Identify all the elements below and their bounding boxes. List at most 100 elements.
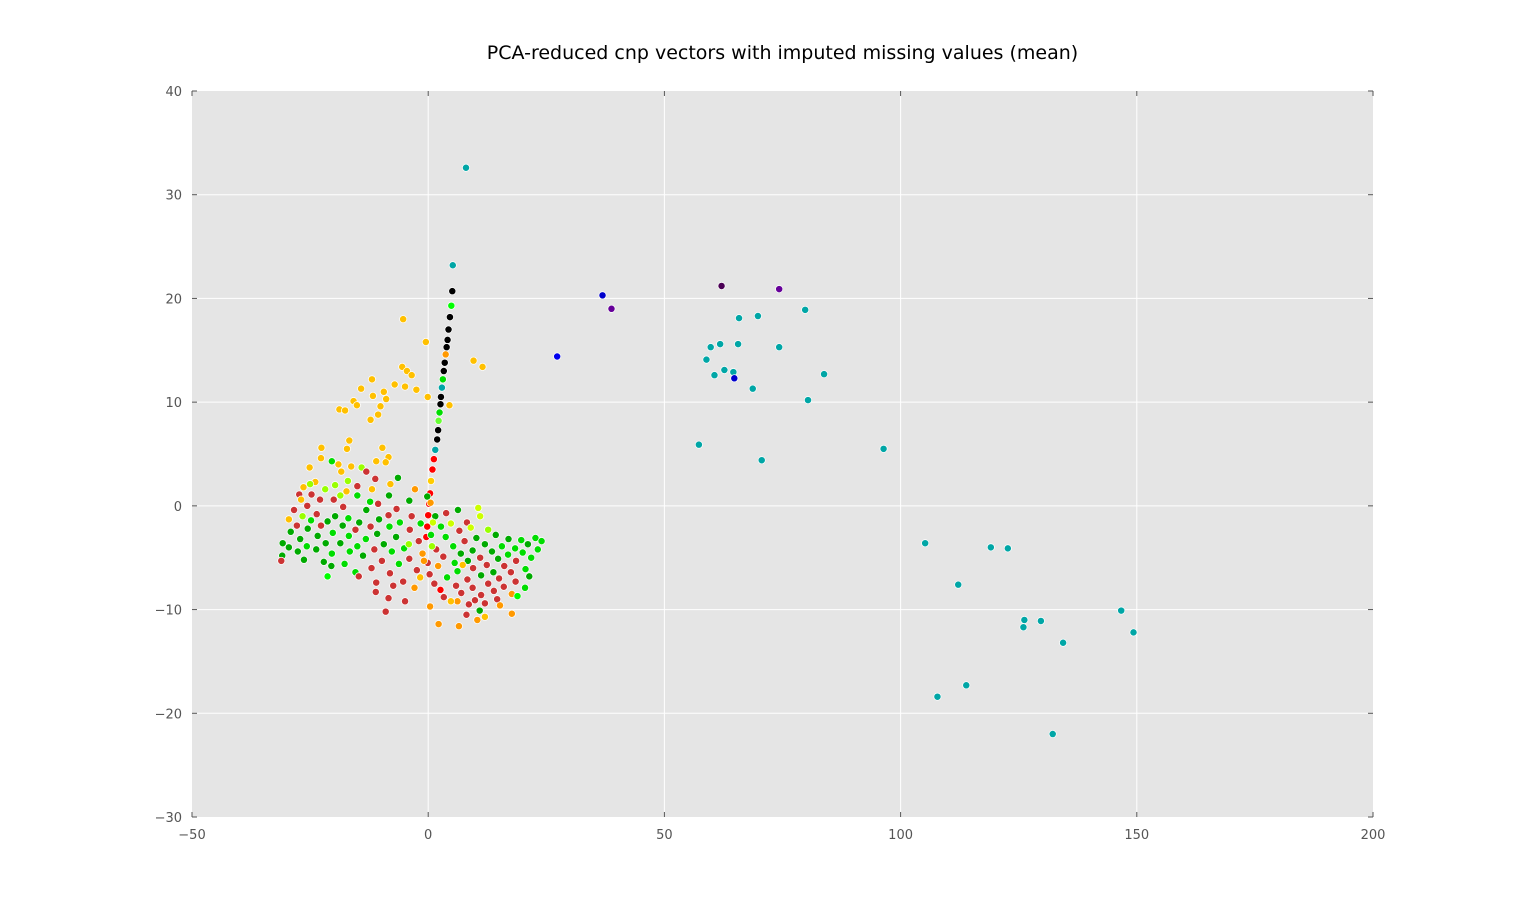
data-point xyxy=(476,512,485,521)
data-point xyxy=(389,581,398,590)
data-point xyxy=(477,591,486,600)
data-point xyxy=(484,579,493,588)
data-point xyxy=(355,518,364,527)
data-point xyxy=(367,564,376,573)
data-point xyxy=(480,599,489,608)
data-point xyxy=(497,542,506,551)
data-point xyxy=(410,583,419,592)
data-point xyxy=(1020,615,1029,624)
data-point xyxy=(387,547,396,556)
data-point xyxy=(329,495,338,504)
data-point xyxy=(694,440,703,449)
x-tick-label: 150 xyxy=(1124,828,1149,843)
data-point xyxy=(434,416,443,425)
data-point xyxy=(463,556,472,565)
data-point xyxy=(962,681,971,690)
data-point xyxy=(511,544,520,553)
data-point xyxy=(394,473,402,482)
data-point xyxy=(598,291,607,300)
axes xyxy=(191,90,1374,818)
data-point xyxy=(553,352,562,361)
data-point xyxy=(392,505,401,513)
data-point xyxy=(381,458,390,467)
data-point xyxy=(434,562,443,570)
data-point xyxy=(316,495,324,504)
data-point xyxy=(716,340,725,349)
data-point xyxy=(753,312,762,321)
data-point xyxy=(425,570,434,579)
data-point xyxy=(428,465,437,474)
data-point xyxy=(338,521,347,530)
data-point xyxy=(450,558,459,567)
data-point xyxy=(407,512,416,521)
data-point xyxy=(419,556,428,565)
data-point xyxy=(1003,544,1012,553)
data-point xyxy=(312,545,321,554)
data-point xyxy=(340,559,349,568)
data-point xyxy=(303,524,312,533)
data-point xyxy=(517,536,526,545)
data-point xyxy=(442,509,451,518)
data-point xyxy=(434,620,443,629)
y-axis-ticks: −30 −20 −10 0 10 20 30 40 xyxy=(155,85,182,826)
chart-title: PCA-reduced cnp vectors with imputed mis… xyxy=(486,42,1079,64)
data-point xyxy=(362,506,371,514)
data-point xyxy=(307,516,315,525)
data-point xyxy=(299,483,308,492)
data-point xyxy=(317,454,325,463)
data-point xyxy=(297,495,306,504)
data-point xyxy=(399,577,408,586)
data-point xyxy=(345,436,354,445)
data-point xyxy=(472,534,481,542)
data-point xyxy=(331,512,340,521)
data-point xyxy=(436,400,445,409)
data-point xyxy=(416,519,425,528)
data-point xyxy=(464,600,473,609)
data-point xyxy=(296,535,305,543)
data-point xyxy=(489,586,498,595)
data-point xyxy=(717,282,726,290)
data-point xyxy=(378,443,387,452)
data-point xyxy=(426,602,435,611)
data-point xyxy=(473,615,482,624)
data-point xyxy=(385,522,394,531)
data-point xyxy=(449,542,458,551)
data-point xyxy=(702,355,711,364)
x-axis-ticks: −50 0 50 100 150 200 xyxy=(178,828,1385,843)
data-point xyxy=(488,547,496,556)
y-tick-label: 20 xyxy=(165,292,182,307)
data-point xyxy=(458,561,467,569)
data-point xyxy=(382,395,391,403)
data-point xyxy=(401,597,410,606)
data-point xyxy=(482,561,491,569)
data-point xyxy=(512,556,521,565)
data-point xyxy=(354,572,363,581)
data-point xyxy=(323,572,332,581)
data-point xyxy=(359,551,367,560)
data-point xyxy=(1129,628,1138,637)
data-point xyxy=(437,522,445,531)
data-point xyxy=(443,335,452,344)
data-point xyxy=(442,343,451,352)
data-point xyxy=(954,580,963,589)
data-point xyxy=(379,540,388,549)
plot-area xyxy=(192,91,1373,817)
data-point xyxy=(476,553,485,562)
y-tick-label: −30 xyxy=(155,811,182,826)
data-point xyxy=(468,546,477,555)
data-point xyxy=(462,610,471,619)
data-point xyxy=(306,480,315,489)
x-tick-label: 50 xyxy=(656,828,673,843)
data-point xyxy=(757,456,766,465)
data-point xyxy=(394,559,403,568)
data-point xyxy=(374,499,383,508)
data-point xyxy=(439,367,448,375)
data-point xyxy=(343,477,352,485)
data-point xyxy=(323,517,332,526)
data-point xyxy=(469,356,478,365)
data-point xyxy=(362,467,371,476)
data-point xyxy=(455,526,464,535)
data-point xyxy=(518,548,527,557)
data-point xyxy=(494,554,503,563)
data-point xyxy=(933,692,942,701)
